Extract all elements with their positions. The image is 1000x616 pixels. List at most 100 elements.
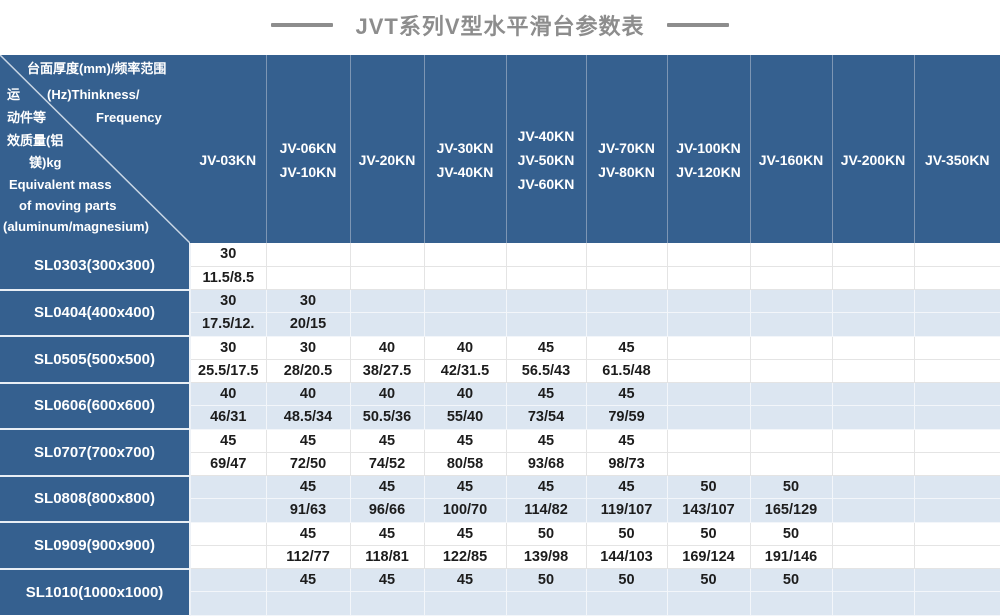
frequency-cell [667, 592, 750, 615]
thickness-cell [750, 290, 832, 313]
thickness-cell: 45 [350, 476, 424, 499]
thickness-cell [586, 243, 667, 266]
column-header: JV-03KN [190, 55, 266, 243]
column-header-line: JV-160KN [751, 151, 832, 170]
frequency-cell [586, 592, 667, 615]
thickness-cell: 45 [506, 383, 586, 406]
frequency-cell [832, 406, 914, 429]
frequency-cell [914, 592, 1000, 615]
column-header-line: JV-10KN [267, 163, 350, 182]
corner-label-moving-en-1: Equivalent mass [9, 177, 112, 192]
frequency-cell: 56.5/43 [506, 359, 586, 382]
thickness-cell [190, 569, 266, 592]
frequency-cell: 91/63 [266, 499, 350, 522]
thickness-sub-row: SL0303(300x300)30 [0, 243, 1000, 266]
frequency-cell [586, 266, 667, 289]
frequency-cell: 28/20.5 [266, 359, 350, 382]
row-header: SL0909(900x900) [0, 522, 190, 569]
frequency-cell [750, 266, 832, 289]
thickness-cell [350, 290, 424, 313]
thickness-cell [190, 522, 266, 545]
column-header-line: JV-350KN [915, 151, 1000, 170]
frequency-cell [350, 266, 424, 289]
thickness-cell [832, 522, 914, 545]
corner-label-moving-cn-3: 效质量(铝 [7, 133, 63, 148]
thickness-cell: 30 [266, 290, 350, 313]
frequency-cell [350, 592, 424, 615]
frequency-cell [832, 266, 914, 289]
corner-label-moving-cn-4: 镁)kg [29, 155, 62, 170]
column-header-line: JV-80KN [587, 163, 667, 182]
frequency-cell: 42/31.5 [424, 359, 506, 382]
corner-label-thickness-cn: 台面厚度(mm)/频率范围 [27, 61, 166, 76]
thickness-cell [750, 243, 832, 266]
frequency-cell [832, 359, 914, 382]
frequency-cell [667, 359, 750, 382]
frequency-cell [190, 499, 266, 522]
frequency-cell [914, 499, 1000, 522]
thickness-cell: 45 [266, 522, 350, 545]
frequency-cell [667, 452, 750, 475]
thickness-cell [832, 429, 914, 452]
row-header: SL0505(500x500) [0, 336, 190, 383]
row-header: SL0303(300x300) [0, 243, 190, 290]
frequency-cell [750, 592, 832, 615]
frequency-cell [506, 592, 586, 615]
corner-label-moving-en-2: of moving parts [19, 198, 117, 213]
thickness-cell: 50 [750, 522, 832, 545]
thickness-cell: 30 [266, 336, 350, 359]
thickness-cell: 45 [266, 569, 350, 592]
column-header-line: JV-60KN [507, 175, 586, 194]
frequency-cell: 79/59 [586, 406, 667, 429]
frequency-cell [914, 452, 1000, 475]
frequency-cell: 98/73 [586, 452, 667, 475]
thickness-cell: 45 [506, 336, 586, 359]
thickness-cell [832, 383, 914, 406]
frequency-cell [832, 592, 914, 615]
frequency-cell [424, 592, 506, 615]
frequency-cell: 69/47 [190, 452, 266, 475]
thickness-cell: 50 [667, 569, 750, 592]
thickness-cell [667, 429, 750, 452]
thickness-cell: 45 [266, 429, 350, 452]
row-header: SL0707(700x700) [0, 429, 190, 476]
frequency-cell [266, 266, 350, 289]
thickness-cell [506, 243, 586, 266]
column-header: JV-20KN [350, 55, 424, 243]
frequency-cell: 191/146 [750, 545, 832, 568]
frequency-cell: 11.5/8.5 [190, 266, 266, 289]
thickness-cell: 45 [506, 476, 586, 499]
thickness-cell [914, 429, 1000, 452]
corner-label-moving-cn-2: 动件等 [7, 110, 46, 125]
frequency-cell: 118/81 [350, 545, 424, 568]
thickness-cell: 45 [266, 476, 350, 499]
thickness-cell: 40 [424, 383, 506, 406]
frequency-cell [190, 592, 266, 615]
frequency-cell [750, 406, 832, 429]
frequency-cell [586, 313, 667, 336]
frequency-cell: 17.5/12. [190, 313, 266, 336]
header-row: 台面厚度(mm)/频率范围 运 (Hz)Thinkness/ 动件等 Frequ… [0, 55, 1000, 243]
corner-label-thickness-en-1: (Hz)Thinkness/ [47, 87, 139, 102]
thickness-cell [832, 569, 914, 592]
frequency-cell [750, 359, 832, 382]
diagonal-divider [0, 55, 190, 243]
frequency-cell [832, 545, 914, 568]
thickness-cell: 30 [190, 336, 266, 359]
thickness-cell [424, 290, 506, 313]
frequency-cell: 20/15 [266, 313, 350, 336]
frequency-cell: 50.5/36 [350, 406, 424, 429]
frequency-cell: 93/68 [506, 452, 586, 475]
thickness-cell: 40 [424, 336, 506, 359]
thickness-cell [914, 336, 1000, 359]
frequency-cell [667, 313, 750, 336]
thickness-cell: 45 [350, 429, 424, 452]
frequency-cell [506, 313, 586, 336]
